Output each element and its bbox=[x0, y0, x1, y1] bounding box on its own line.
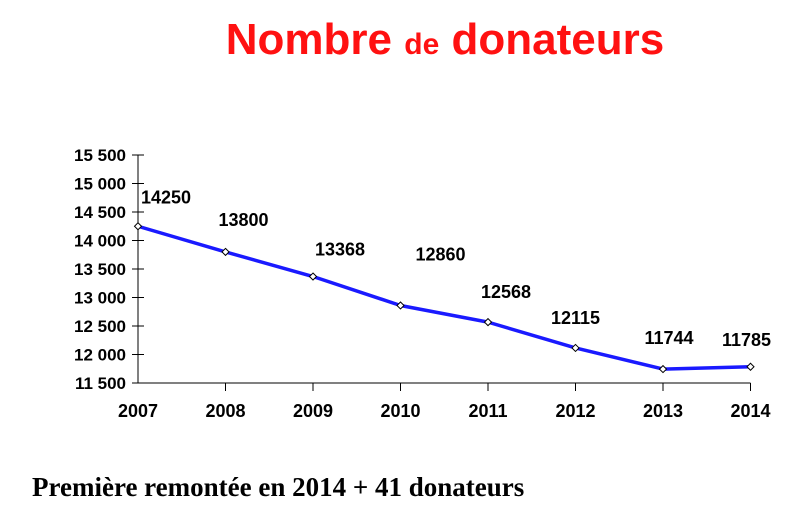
data-label: 11785 bbox=[722, 330, 771, 350]
title-part-1: Nombre bbox=[225, 15, 393, 64]
y-tick-label: 11 500 bbox=[75, 374, 126, 393]
data-label: 13368 bbox=[315, 240, 365, 260]
x-tick-label: 2012 bbox=[555, 401, 595, 421]
x-tick-label: 2008 bbox=[205, 401, 245, 421]
y-tick-label: 12 500 bbox=[74, 317, 126, 336]
title-part-3: donateurs bbox=[451, 15, 665, 64]
y-tick-label: 15 000 bbox=[74, 175, 126, 194]
data-point bbox=[308, 272, 318, 281]
x-tick-label: 2007 bbox=[118, 401, 158, 421]
x-tick-label: 2014 bbox=[730, 401, 770, 421]
series-line bbox=[137, 224, 751, 371]
y-tick-label: 14 500 bbox=[74, 203, 126, 222]
data-label: 12115 bbox=[551, 308, 600, 328]
data-point bbox=[483, 317, 493, 327]
x-tick-label: 2013 bbox=[643, 401, 683, 421]
line-chart: 11 500 12 000 12 500 13 000 13 500 14 000 14 5… bbox=[74, 146, 771, 421]
data-label: 13800 bbox=[218, 210, 268, 230]
chart-title: Nombre de donateurs bbox=[0, 14, 800, 71]
y-tick-label: 15 500 bbox=[74, 146, 126, 165]
data-label: 12860 bbox=[415, 244, 465, 264]
y-tick-label: 13 500 bbox=[74, 260, 126, 279]
y-tick-label: 14 000 bbox=[74, 232, 126, 251]
y-tick-label: 13 000 bbox=[74, 289, 126, 308]
data-point bbox=[221, 247, 230, 257]
data-point bbox=[658, 364, 668, 374]
data-label: 11744 bbox=[644, 328, 693, 348]
x-tick-label: 2009 bbox=[293, 401, 333, 421]
y-tick-label: 12 000 bbox=[74, 346, 126, 365]
x-tick-label: 2011 bbox=[468, 401, 507, 421]
data-point bbox=[396, 301, 405, 310]
data-label: 12568 bbox=[481, 282, 531, 302]
title-part-2: de bbox=[404, 28, 440, 61]
chart-caption: Première remontée en 2014 + 41 donateurs bbox=[32, 472, 525, 502]
data-point bbox=[133, 222, 143, 231]
data-point bbox=[571, 343, 580, 353]
x-tick-label: 2010 bbox=[380, 401, 420, 421]
data-label: 14250 bbox=[141, 187, 191, 207]
data-point bbox=[746, 362, 755, 371]
